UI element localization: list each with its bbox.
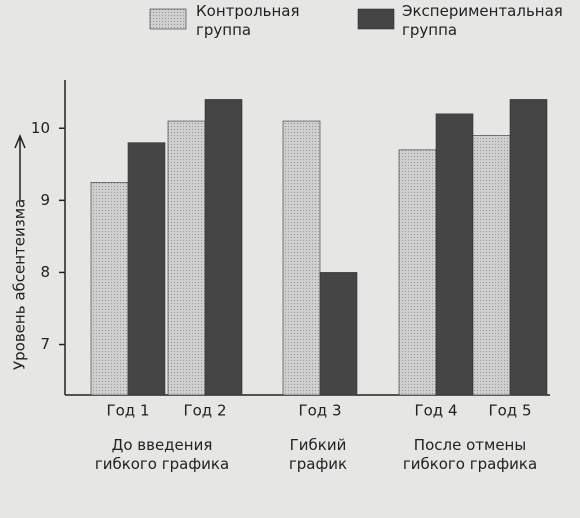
x-tick-label: Год 5	[488, 402, 531, 420]
group-label: Гибкий график	[288, 436, 348, 473]
y-axis-arrow	[14, 134, 26, 200]
bar	[435, 113, 474, 396]
group-label: После отмены гибкого графика	[402, 436, 538, 473]
y-tick-label: 9	[40, 191, 50, 209]
bar	[398, 149, 437, 396]
y-tick-label: 10	[31, 119, 50, 137]
x-tick-label: Год 1	[106, 402, 149, 420]
legend-swatch	[357, 8, 395, 30]
legend-label: Экспериментальная группа	[402, 2, 563, 39]
bar	[167, 120, 206, 396]
y-tick-label: 8	[40, 263, 50, 281]
legend-swatch	[149, 8, 187, 30]
legend-label: Контрольная группа	[196, 2, 300, 39]
y-axis-label: Уровень абсентеизма	[11, 199, 29, 370]
bar	[282, 120, 321, 396]
x-tick-label: Год 2	[183, 402, 226, 420]
x-tick-label: Год 3	[298, 402, 341, 420]
bar	[319, 272, 358, 396]
bar	[509, 99, 548, 396]
x-tick-label: Год 4	[414, 402, 457, 420]
bar	[204, 99, 243, 396]
bar	[127, 142, 166, 396]
bar	[90, 182, 129, 396]
y-tick-label: 7	[40, 335, 50, 353]
bar	[472, 135, 511, 396]
group-label: До введения гибкого графика	[94, 436, 230, 473]
